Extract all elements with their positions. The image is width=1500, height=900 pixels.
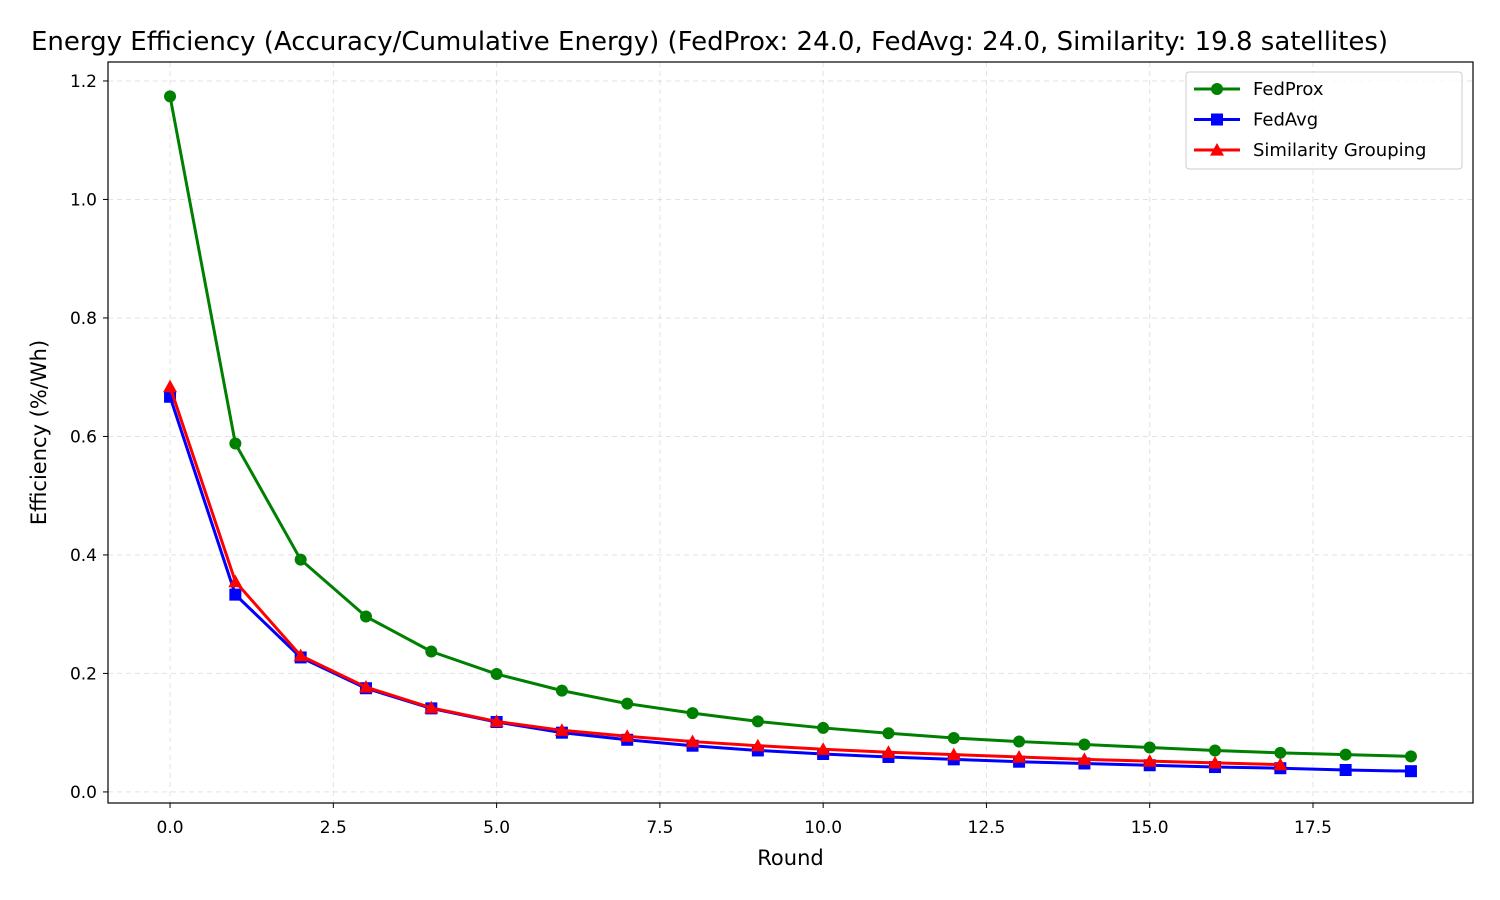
grid-lines: [108, 62, 1473, 803]
data-point-fedprox: [164, 90, 177, 103]
x-tick-label: 10.0: [804, 818, 842, 838]
y-tick-label: 0.2: [70, 664, 97, 684]
y-tick-label: 0.4: [70, 546, 97, 566]
plot-frame: [107, 61, 1474, 804]
data-point-fedprox: [359, 610, 372, 623]
x-axis-label: Round: [757, 846, 823, 870]
data-point-fedprox: [751, 715, 764, 728]
x-tick-label: 12.5: [968, 818, 1006, 838]
data-point-fedprox: [1339, 748, 1352, 761]
data-point-similarity-grouping: [1273, 757, 1288, 771]
data-point-similarity-grouping: [489, 714, 504, 728]
data-point-fedavg: [1339, 763, 1352, 776]
y-tick-label: 0.8: [70, 309, 97, 329]
data-point-fedprox: [1078, 738, 1091, 751]
y-axis-label: Efficiency (%/Wh): [27, 340, 51, 525]
data-point-fedprox: [1143, 741, 1156, 754]
legend-label-similarity-grouping: Similarity Grouping: [1253, 140, 1426, 161]
data-point-fedprox: [229, 437, 242, 450]
chart-title-wrap: Energy Efficiency (Accuracy/Cumulative E…: [31, 27, 1388, 57]
data-point-similarity-grouping: [816, 742, 831, 755]
data-point-similarity-grouping: [685, 734, 700, 748]
data-point-similarity-grouping: [554, 723, 569, 736]
data-point-similarity-grouping: [1077, 752, 1092, 765]
x-tick-label: 7.5: [646, 818, 673, 838]
legend-marker-fedavg: [1211, 113, 1223, 126]
y-tick-label: 1.0: [70, 190, 97, 210]
data-point-fedprox: [621, 697, 634, 710]
y-tick-label: 1.2: [70, 72, 97, 92]
series-line-fedavg: [168, 396, 1411, 773]
series-similarity-grouping: [163, 379, 1288, 771]
chart-title: Energy Efficiency (Accuracy/Cumulative E…: [31, 27, 1388, 57]
data-point-fedprox: [425, 645, 438, 658]
data-point-similarity-grouping: [946, 747, 961, 761]
legend-label-fedprox: FedProx: [1253, 79, 1324, 100]
data-point-fedprox: [1209, 744, 1222, 757]
legend-marker-similarity-grouping: [1210, 143, 1224, 156]
data-point-similarity-grouping: [620, 729, 635, 742]
data-point-fedavg: [1404, 765, 1417, 778]
data-point-fedprox: [555, 684, 568, 697]
axis-ticks: 0.0 2.5 5.0 7.5 10.0 12.5 15.0 17.5 0.0 0.2 0.4 0.6…: [70, 72, 1332, 838]
data-point-fedprox: [686, 707, 699, 720]
data-point-fedprox: [947, 732, 960, 745]
legend-label-fedavg: FedAvg: [1253, 110, 1318, 131]
data-point-similarity-grouping: [228, 574, 243, 588]
data-point-similarity-grouping: [358, 680, 373, 693]
data-point-fedavg: [229, 588, 242, 601]
legend-items: FedProx FedAvg Similarity Grouping: [1194, 79, 1426, 161]
x-tick-label: 15.0: [1131, 818, 1169, 838]
data-point-fedprox: [1404, 750, 1417, 763]
series-fedprox: [164, 90, 1417, 763]
legend-box: [1185, 71, 1463, 170]
data-point-similarity-grouping: [750, 738, 765, 752]
data-point-similarity-grouping: [163, 379, 178, 393]
legend: FedProx FedAvg Similarity Grouping: [1185, 71, 1463, 170]
x-tick-label: 5.0: [483, 818, 510, 838]
legend-marker-fedprox: [1211, 83, 1223, 95]
series-line-fedprox: [168, 96, 1411, 758]
series-lines: [163, 90, 1417, 778]
data-point-similarity-grouping: [1012, 749, 1027, 763]
data-point-similarity-grouping: [1208, 755, 1223, 769]
x-tick-label: 0.0: [157, 818, 184, 838]
data-point-fedprox: [1013, 735, 1026, 748]
data-point-fedprox: [882, 727, 895, 740]
series-fedavg: [164, 390, 1417, 778]
data-point-fedprox: [817, 721, 830, 734]
series-line-similarity-grouping: [168, 386, 1281, 767]
y-tick-label: 0.0: [70, 783, 97, 803]
y-tick-label: 0.6: [70, 427, 97, 447]
data-point-fedprox: [490, 668, 503, 681]
data-point-similarity-grouping: [1142, 754, 1157, 767]
x-tick-label: 17.5: [1294, 818, 1332, 838]
data-point-similarity-grouping: [424, 700, 439, 714]
data-point-fedprox: [1274, 746, 1287, 759]
data-point-similarity-grouping: [881, 745, 896, 758]
x-tick-label: 2.5: [320, 818, 347, 838]
data-point-fedprox: [294, 553, 307, 566]
data-point-similarity-grouping: [293, 648, 308, 662]
